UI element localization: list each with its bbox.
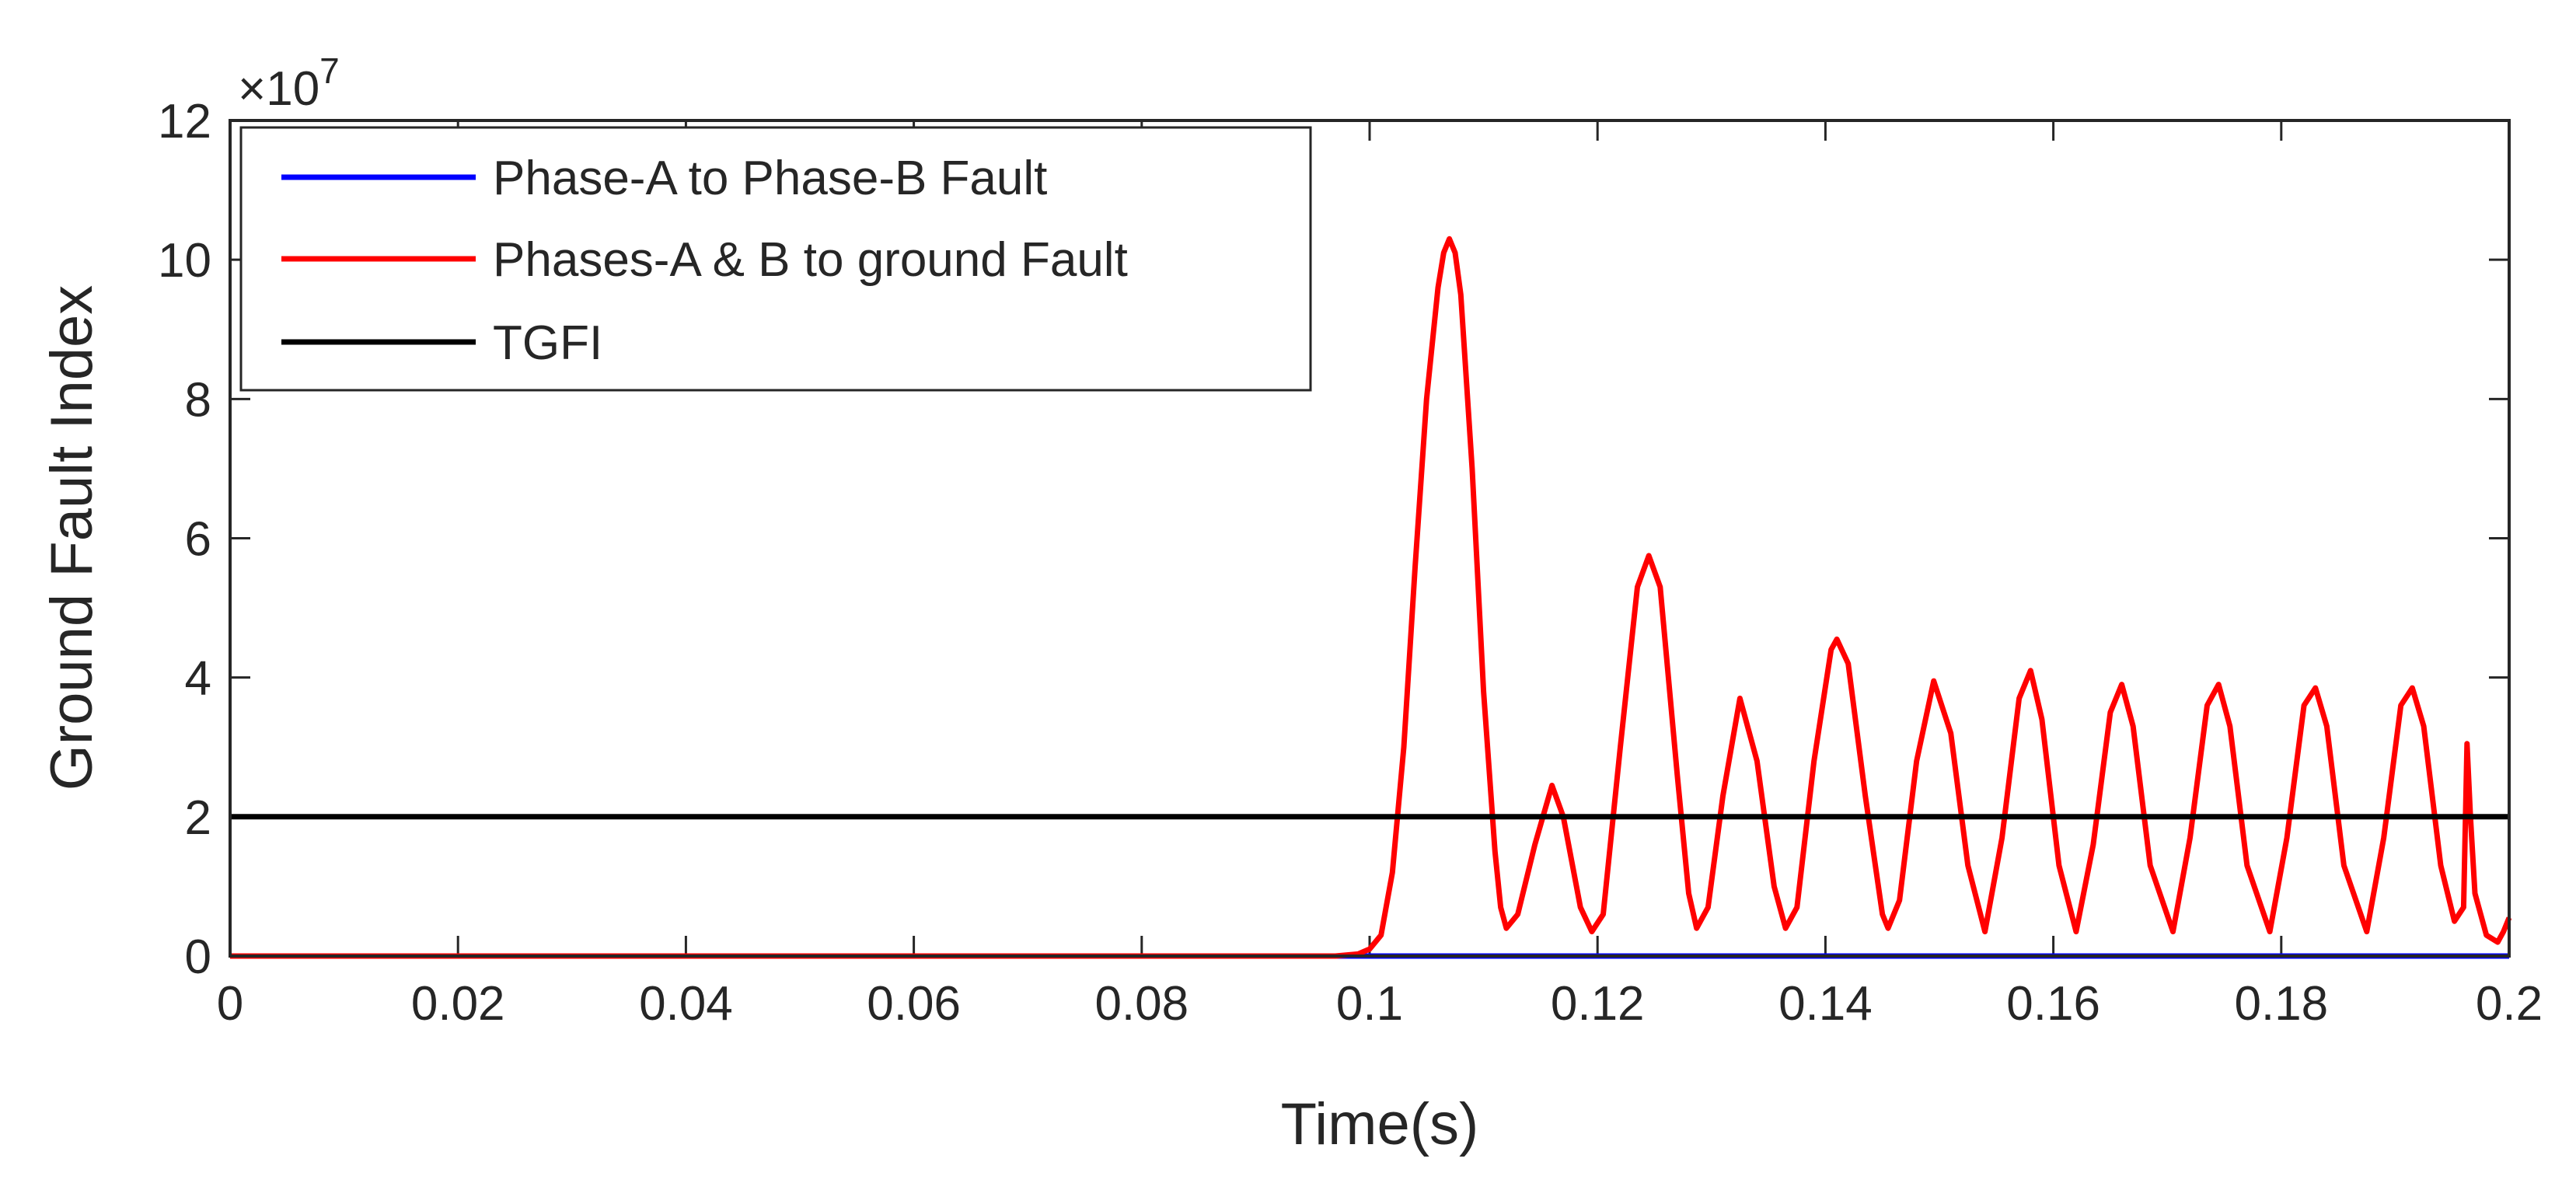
x-tick-labels: 0 0.02 0.04 0.06 0.08 0.1 0.12 0.14 0.16 0.18 0.2 [217, 977, 2543, 1031]
x-tick-label: 0.18 [2234, 977, 2328, 1031]
x-axis-label: Time(s) [1281, 1091, 1479, 1157]
y-exponent: ×107 [238, 51, 340, 116]
series-line-phases-ab-ground [230, 236, 2512, 959]
y-tick-label: 6 [185, 513, 211, 567]
x-tick-label: 0.08 [1094, 977, 1189, 1031]
y-tick-label: 12 [158, 95, 211, 148]
x-tick-label: 0.14 [1778, 977, 1873, 1031]
y-tick-label: 2 [185, 791, 211, 845]
legend-label-phases-ab-ground: Phases-A & B to ground Fault [493, 233, 1128, 287]
plot-area-box [229, 119, 2511, 958]
x-tick-label: 0.06 [867, 977, 961, 1031]
x-tick-label: 0.04 [639, 977, 733, 1031]
y-tick-labels: 0 2 4 6 8 10 12 [158, 95, 211, 984]
legend-label-phase-a-b: Phase-A to Phase-B Fault [493, 152, 1047, 205]
x-tick-label: 0.1 [1336, 977, 1403, 1031]
y-tick-label: 0 [185, 930, 211, 984]
x-tick-label: 0.02 [411, 977, 505, 1031]
legend-label-tgfi: TGFI [493, 316, 602, 370]
legend: Phase-A to Phase-B Fault Phases-A & B to… [239, 126, 1312, 392]
y-tick-label: 10 [158, 234, 211, 288]
y-tick-label: 8 [185, 373, 211, 427]
x-tick-label: 0.2 [2476, 977, 2543, 1031]
y-axis-label: Ground Fault Index [39, 285, 105, 791]
x-tick-label: 0.16 [2006, 977, 2100, 1031]
x-tick-label: 0 [217, 977, 243, 1031]
x-tick-label: 0.12 [1551, 977, 1645, 1031]
y-tick-label: 4 [185, 652, 211, 706]
